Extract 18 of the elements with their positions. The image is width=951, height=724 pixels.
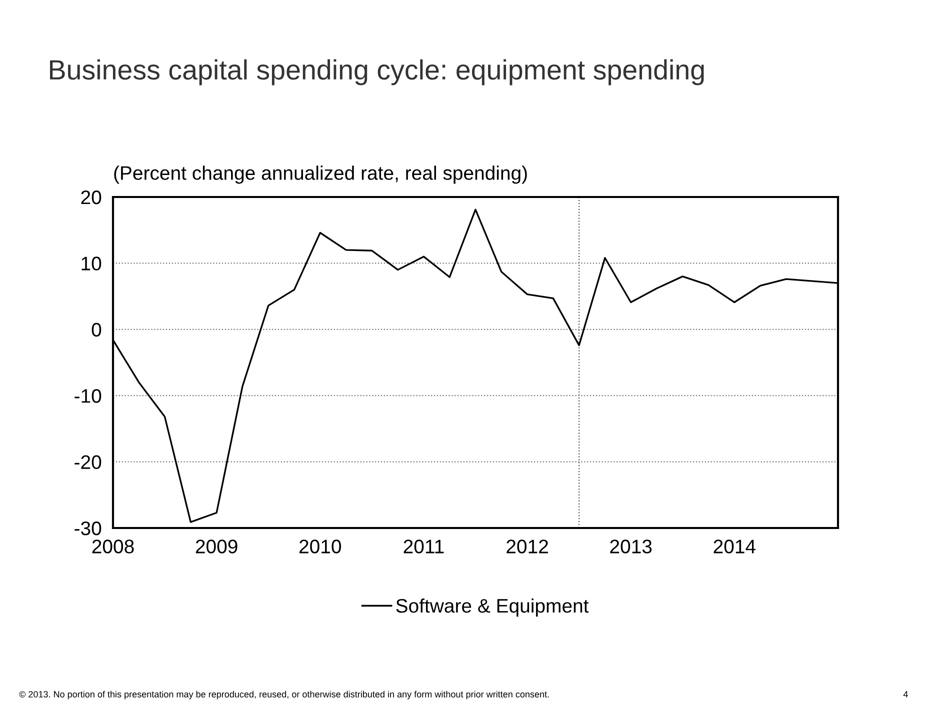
y-tick-label: -20 — [74, 455, 102, 470]
y-tick-label: 10 — [82, 256, 102, 270]
x-tick-label: 2009 — [196, 540, 238, 554]
y-tick-label: 0 — [92, 322, 102, 337]
y-tick-label: -10 — [74, 389, 102, 403]
chart-subtitle: (Percent change annualized rate, real spending) — [114, 166, 527, 184]
text: 4 — [903, 691, 908, 698]
y-tick-label: 20 — [81, 190, 102, 204]
y-tick-label: -30 — [74, 521, 102, 536]
legend-label: Software & Equipment — [396, 598, 589, 617]
chart-title: Business capital spending cycle: equipment spending — [50, 59, 704, 86]
text: © 2013. No portion of this presentation may be reproduced, reused, or otherwise distributed in any form without prior written consent. — [19, 690, 549, 700]
x-tick-label: 2011 — [404, 540, 444, 554]
x-tick-label: 2014 — [714, 540, 756, 554]
x-tick-label: 2008 — [92, 540, 134, 554]
x-tick-label: 2012 — [506, 540, 548, 554]
x-tick-label: 2010 — [299, 540, 342, 554]
x-tick-label: 2013 — [610, 540, 652, 554]
